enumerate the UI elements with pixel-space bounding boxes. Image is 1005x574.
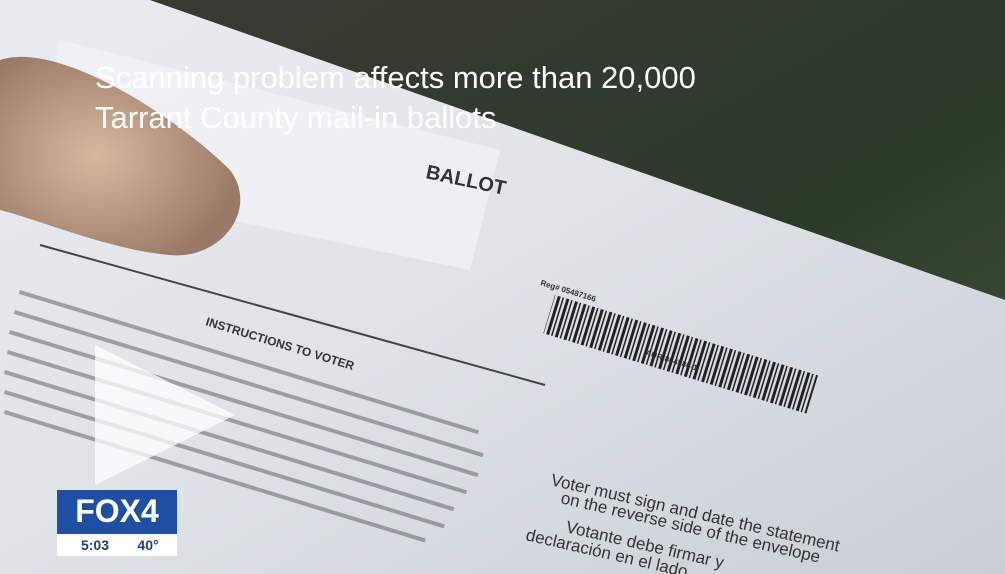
thumb	[0, 56, 241, 256]
headline-line: Tarrant County mail-in ballots	[95, 100, 496, 135]
envelope-rule	[39, 244, 546, 386]
barcode	[543, 295, 818, 414]
logo-time: 5:03	[81, 537, 109, 553]
logo-temperature: 40°	[137, 537, 158, 553]
logo-box	[57, 490, 177, 534]
headline-line: Scanning problem affects more than 20,00…	[95, 60, 696, 95]
play-button[interactable]	[95, 345, 235, 485]
logo-info-box	[57, 534, 177, 556]
envelope-flap	[40, 40, 500, 270]
logo-name: FOX4	[75, 493, 159, 529]
